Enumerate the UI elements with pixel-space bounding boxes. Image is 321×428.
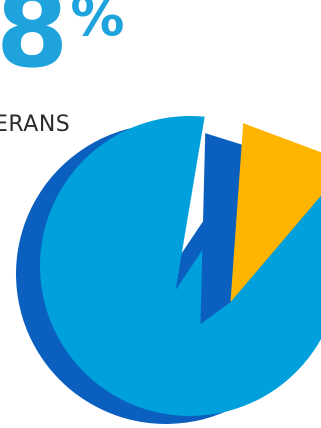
subject-label: ERANS [0,112,71,137]
headline-percentage: 8% [0,0,124,82]
headline-percentage-unit: % [70,0,124,48]
headline-percentage-value: 8 [0,0,68,91]
pie-slice-exploded [230,123,321,303]
